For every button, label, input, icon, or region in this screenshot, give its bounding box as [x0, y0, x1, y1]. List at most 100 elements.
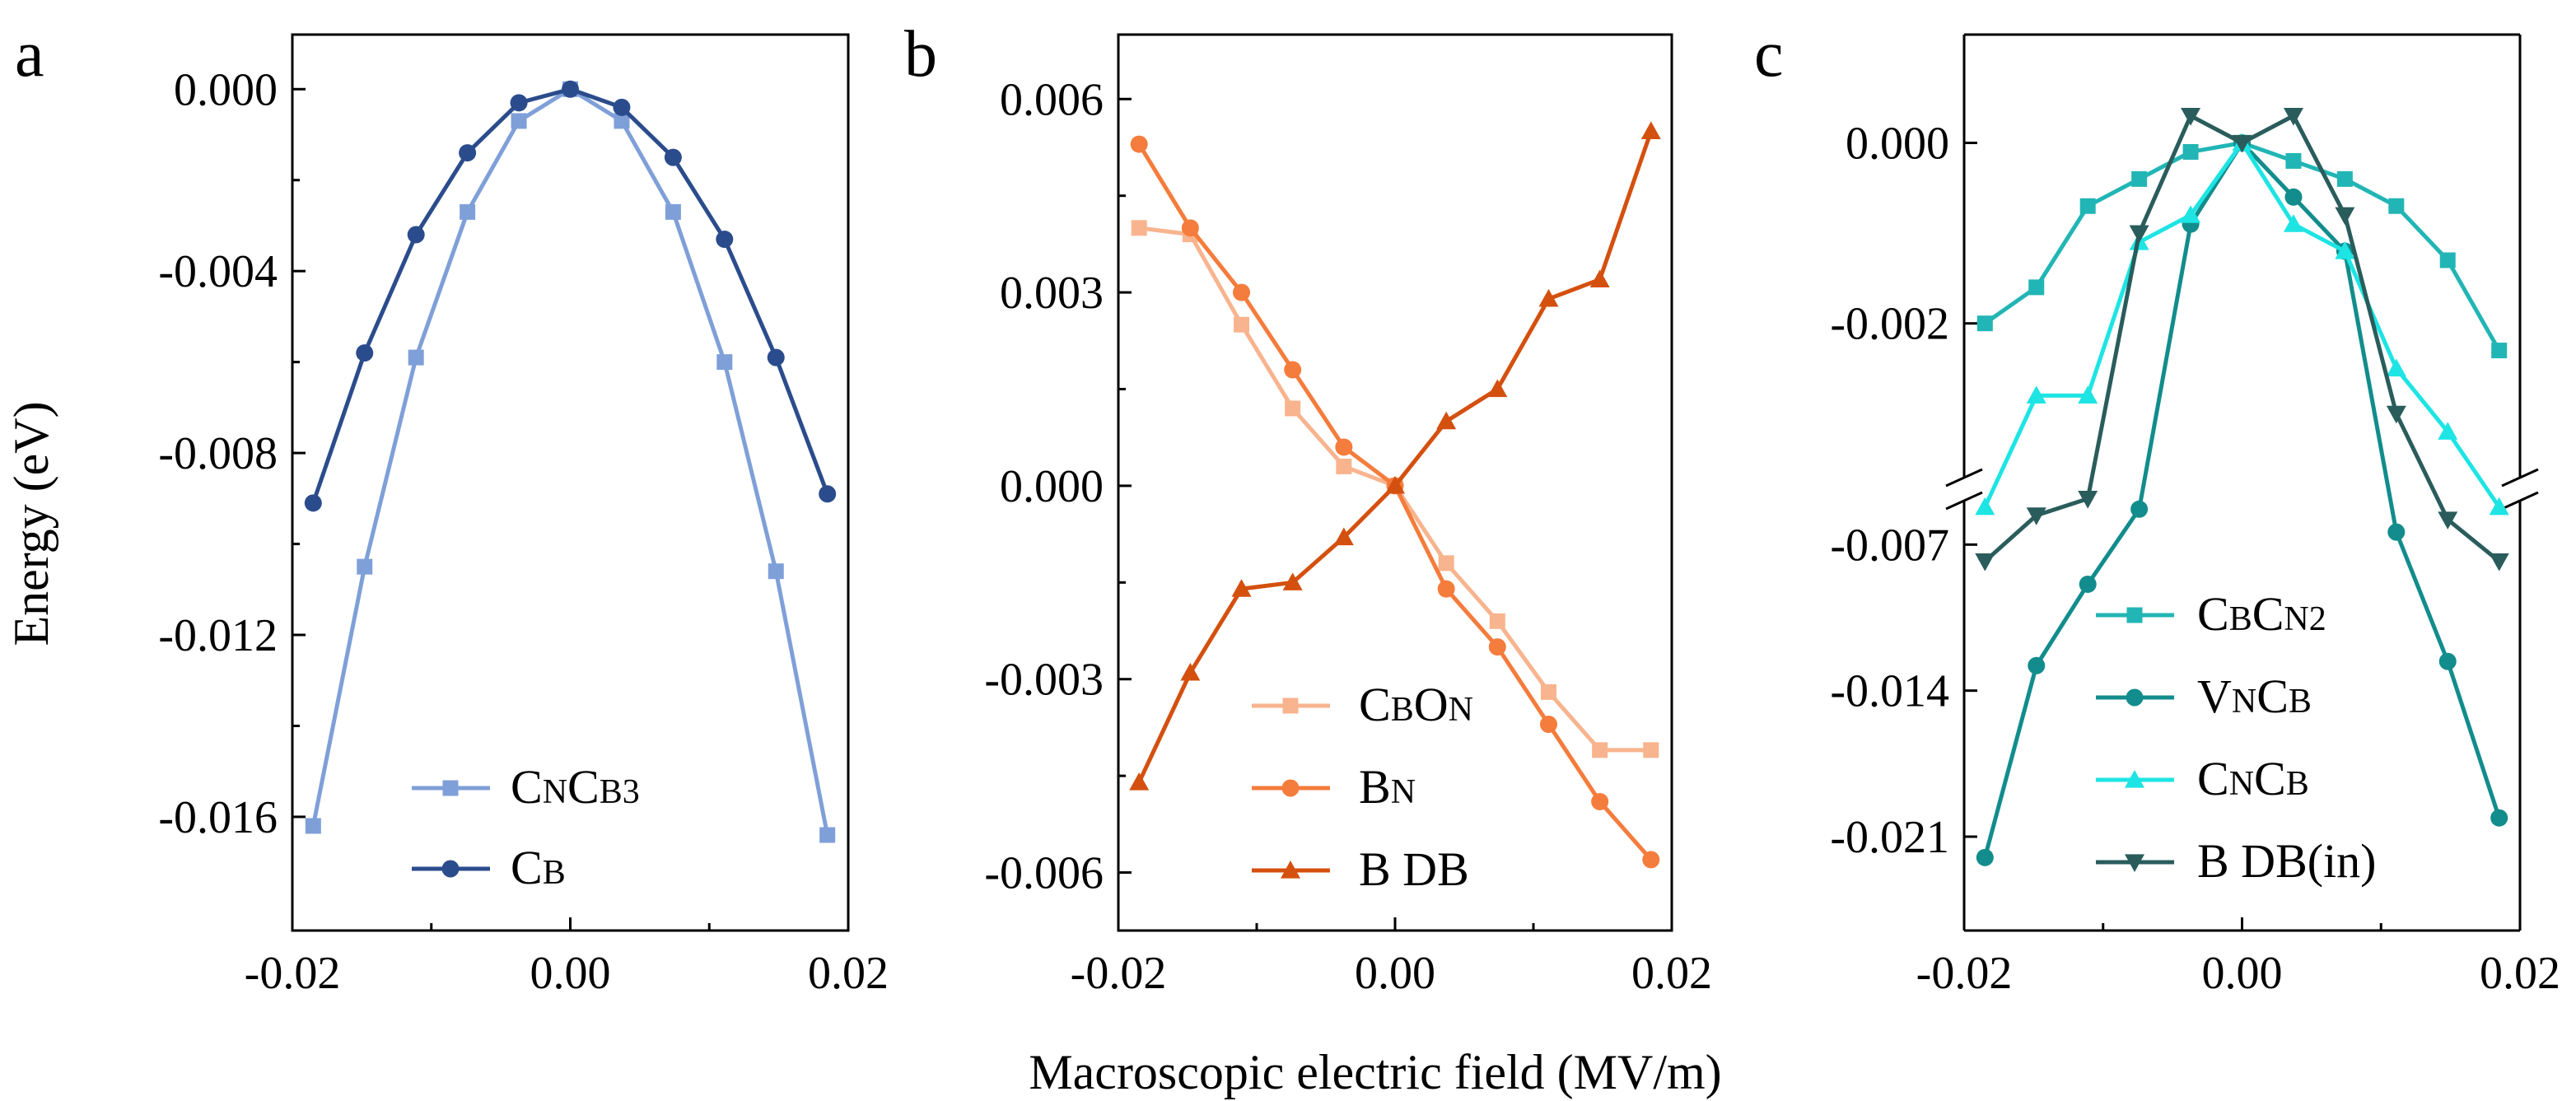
- data-point: [2232, 134, 2252, 153]
- data-point: [1640, 121, 1661, 140]
- data-point: [1437, 580, 1455, 598]
- data-point: [768, 563, 784, 580]
- data-point: [1231, 579, 1252, 597]
- panel-letter: b: [904, 18, 937, 91]
- data-point: [407, 226, 425, 244]
- legend-label-part: C: [2252, 587, 2284, 641]
- data-point: [2026, 507, 2046, 525]
- legend-label-part: B: [2289, 683, 2312, 721]
- y-tick-label: -0.021: [1830, 812, 1949, 863]
- legend-label-part: N: [2229, 765, 2254, 803]
- data-point: [1131, 220, 1147, 236]
- legend-label: CNCB3: [511, 760, 640, 814]
- data-point: [408, 349, 424, 366]
- y-tick-label: -0.016: [158, 792, 278, 843]
- y-tick-label: 0.000: [174, 64, 278, 115]
- data-point: [2078, 491, 2098, 509]
- data-point: [716, 231, 734, 249]
- axis-break-mark: [2501, 491, 2539, 511]
- data-point: [2283, 108, 2303, 126]
- data-point: [305, 818, 321, 834]
- series-line: [1137, 142, 1653, 861]
- data-point: [511, 113, 527, 129]
- legend-label-part: C: [2197, 587, 2229, 641]
- legend-label-part: N: [1449, 691, 1473, 729]
- data-point: [2284, 188, 2303, 206]
- data-point: [2181, 108, 2201, 126]
- data-point: [2078, 385, 2098, 404]
- data-point: [357, 558, 373, 575]
- series-line: [1983, 114, 2501, 563]
- legend-label-part: B: [543, 854, 566, 892]
- data-point: [2028, 279, 2045, 296]
- y-tick-label: -0.004: [158, 246, 278, 297]
- data-point: [510, 94, 528, 112]
- data-point: [304, 494, 322, 512]
- data-point: [2079, 575, 2097, 593]
- data-point: [1336, 458, 1352, 474]
- data-point: [1282, 572, 1303, 590]
- legend-label: CNCB: [2197, 752, 2309, 805]
- legend-label-part: B: [2229, 600, 2252, 638]
- y-axis-title: Energy (eV): [4, 401, 58, 646]
- data-point: [1234, 316, 1250, 333]
- data-point: [1642, 851, 1660, 869]
- axis-break-mark: [1945, 491, 1983, 511]
- legend-label-part: C: [2254, 752, 2286, 805]
- data-point: [2283, 214, 2303, 232]
- x-tick-label: 0.02: [1631, 948, 1712, 999]
- data-point: [1975, 497, 1995, 516]
- y-tick-label: 0.003: [1000, 268, 1104, 319]
- legend-label-part: B: [2286, 765, 2309, 803]
- legend-label: VNCB: [2197, 669, 2312, 723]
- data-point: [2388, 198, 2405, 214]
- legend-label: CBCN2: [2197, 587, 2326, 641]
- data-point: [1643, 742, 1659, 758]
- data-point: [1975, 553, 1995, 571]
- data-point: [2489, 497, 2509, 516]
- legend-marker: [2125, 770, 2144, 788]
- data-point: [819, 485, 837, 503]
- data-point: [1181, 219, 1199, 237]
- data-point: [1539, 716, 1557, 734]
- data-point: [1976, 315, 1993, 332]
- data-point: [1333, 527, 1354, 546]
- data-point: [1436, 411, 1457, 430]
- data-point: [665, 203, 681, 220]
- legend-label-part: C: [2197, 752, 2229, 805]
- legend-label: B DB(in): [2197, 834, 2377, 888]
- data-point: [767, 348, 785, 366]
- y-tick-label: -0.012: [158, 610, 278, 661]
- data-point: [1976, 848, 1994, 866]
- data-point: [2181, 205, 2201, 223]
- data-point: [1489, 613, 1505, 629]
- data-point: [1591, 792, 1609, 810]
- x-tick-label: 0.02: [808, 948, 889, 999]
- data-point: [459, 144, 477, 162]
- legend-marker: [1281, 861, 1300, 879]
- panel-a: -0.02 0.00 0.02 0.000 -0.004 -0.008 -0.012 -0.0…: [15, 18, 889, 999]
- data-point: [1487, 379, 1508, 398]
- legend-label: BN: [1359, 760, 1416, 814]
- x-tick-label: 0.02: [2480, 948, 2560, 999]
- data-point: [613, 98, 631, 116]
- data-point: [2131, 170, 2148, 187]
- data-point: [2026, 385, 2046, 404]
- legend-label: B DB: [1359, 842, 1469, 896]
- data-point: [1438, 555, 1454, 571]
- data-point: [1335, 438, 1353, 456]
- legend-label-part: B3: [600, 773, 640, 811]
- data-point: [1589, 269, 1610, 288]
- legend-marker: [2126, 607, 2143, 623]
- x-tick-label: 0.00: [1355, 948, 1435, 999]
- panel-letter: a: [15, 18, 44, 91]
- legend-label-part: B: [1359, 760, 1391, 814]
- data-point: [1540, 683, 1556, 700]
- series-line: [1136, 130, 1654, 784]
- data-point: [716, 354, 733, 371]
- data-point: [2129, 225, 2149, 244]
- y-tick-label: -0.002: [1830, 299, 1949, 350]
- y-tick-label: -0.008: [158, 428, 278, 479]
- data-point: [1592, 742, 1608, 758]
- series-line: [1983, 141, 2501, 509]
